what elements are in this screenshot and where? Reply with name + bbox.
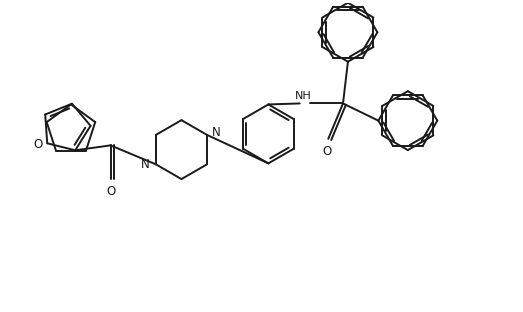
Text: N: N (141, 158, 150, 171)
Text: O: O (106, 185, 115, 198)
Text: O: O (323, 145, 332, 158)
Text: O: O (33, 138, 42, 151)
Text: NH: NH (295, 90, 312, 100)
Text: N: N (212, 126, 221, 139)
